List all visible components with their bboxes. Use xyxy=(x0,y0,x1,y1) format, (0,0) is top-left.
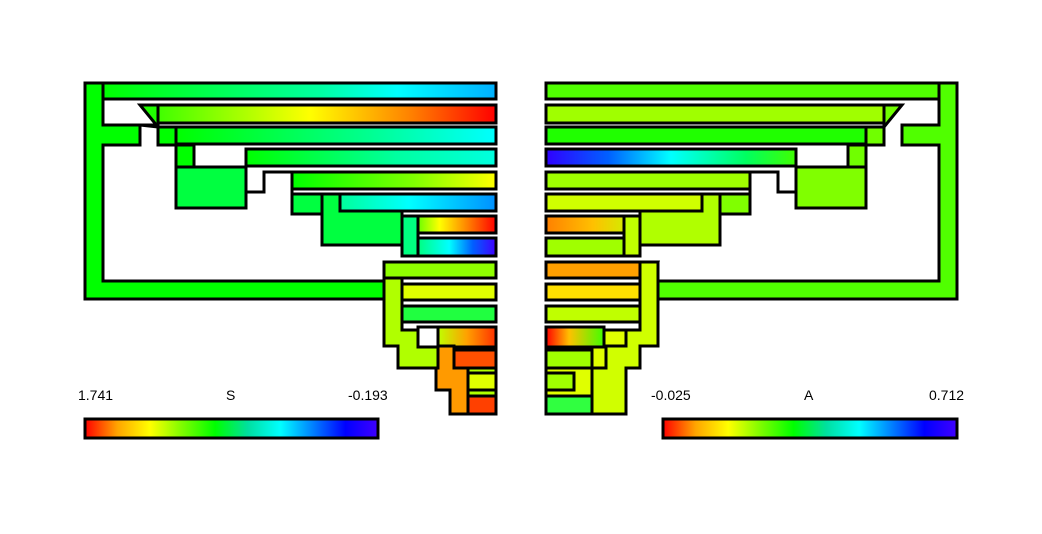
right-branch-2 xyxy=(544,103,886,125)
left-branch-15 xyxy=(466,371,498,392)
right-scale-max-label: 0.712 xyxy=(929,387,964,403)
left-branch-3 xyxy=(174,125,498,146)
right-tree-diagram xyxy=(544,81,959,416)
right-branch-3 xyxy=(544,125,868,146)
right-color-bar xyxy=(661,417,959,440)
left-branch-1 xyxy=(101,81,498,101)
right-branch-8 xyxy=(544,236,626,258)
right-branch-5 xyxy=(544,170,752,191)
left-branch-13 xyxy=(436,325,498,349)
left-branch-11 xyxy=(400,304,498,324)
left-scale-title: S xyxy=(226,387,235,403)
right-branch-14 xyxy=(544,371,576,392)
right-branch-15 xyxy=(544,394,594,416)
left-branch-4 xyxy=(244,147,498,168)
left-clade-low xyxy=(434,344,470,416)
left-branch-5 xyxy=(290,170,498,191)
left-branch-14 xyxy=(452,348,498,370)
left-branch-8 xyxy=(416,236,498,258)
left-branch-10 xyxy=(400,282,498,302)
left-clade-6 xyxy=(320,192,404,247)
left-tree-diagram xyxy=(83,81,498,416)
right-scale-min-label: -0.025 xyxy=(651,387,691,403)
right-branch-1 xyxy=(544,81,941,101)
left-clade-8 xyxy=(400,214,420,258)
right-legend: -0.025 A 0.712 xyxy=(651,387,964,440)
left-legend: 1.741 S -0.193 xyxy=(78,387,388,440)
left-branch-12 xyxy=(416,325,440,349)
right-branch-13 xyxy=(544,348,594,370)
left-scale-min-label: 1.741 xyxy=(78,387,113,403)
right-clade-6 xyxy=(638,192,722,247)
right-scale-title: A xyxy=(804,387,814,403)
right-branch-6 xyxy=(544,192,722,213)
left-branch-9 xyxy=(382,260,498,280)
right-clade-8 xyxy=(622,214,642,258)
right-branch-10 xyxy=(544,282,642,302)
right-branch-4 xyxy=(544,147,798,168)
left-branch-2 xyxy=(156,103,498,125)
left-scale-max-label: -0.193 xyxy=(348,387,388,403)
left-branch-16 xyxy=(466,394,498,416)
right-branch-12 xyxy=(544,325,606,349)
left-branch-6 xyxy=(320,192,498,213)
right-branch-11 xyxy=(544,304,642,324)
left-color-bar xyxy=(83,417,380,440)
